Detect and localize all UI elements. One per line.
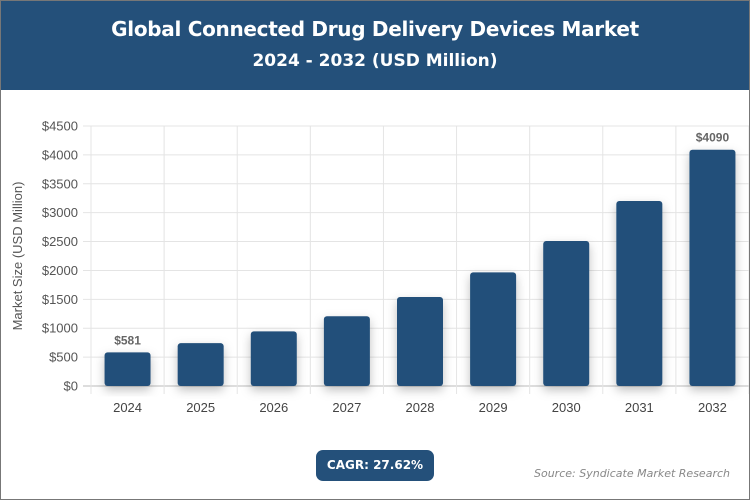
x-tick-label: 2029: [479, 400, 508, 415]
chart-subtitle: 2024 - 2032 (USD Million): [252, 51, 498, 71]
y-tick-label: $3000: [42, 205, 78, 220]
y-tick-label: $1500: [42, 292, 78, 307]
y-tick-label: $4000: [42, 147, 78, 162]
bar-2024: [104, 352, 151, 386]
x-tick-label: 2028: [406, 400, 435, 415]
bar-2028: [397, 296, 443, 386]
bar-2029: [470, 272, 517, 386]
bar-2030: [543, 240, 590, 386]
y-tick-label: $4500: [42, 119, 78, 134]
y-tick-label: $500: [49, 350, 78, 365]
y-tick-label: $0: [64, 379, 78, 394]
y-tick-label: $1000: [42, 321, 78, 336]
x-tick-label: 2026: [259, 400, 288, 415]
bar-2026: [250, 331, 297, 386]
chart-title: Global Connected Drug Delivery Devices M…: [111, 17, 639, 41]
source-note: Source: Syndicate Market Research: [534, 467, 730, 480]
bar-2032: [689, 149, 736, 386]
bar-2025: [177, 343, 224, 386]
y-tick-label: $2000: [42, 263, 78, 278]
x-tick-label: 2027: [332, 400, 361, 415]
x-tick-label: 2030: [552, 400, 581, 415]
chart-header: Global Connected Drug Delivery Devices M…: [0, 0, 750, 90]
data-label: $4090: [696, 131, 730, 145]
x-tick-label: 2024: [113, 400, 142, 415]
x-tick-label: 2031: [625, 400, 654, 415]
bar-2031: [616, 200, 663, 386]
data-label: $581: [114, 333, 141, 347]
bar-2027: [323, 316, 370, 386]
cagr-badge: CAGR: 27.62%: [316, 450, 434, 481]
y-axis-label: Market Size (USD Million): [10, 182, 25, 331]
y-tick-label: $3500: [42, 176, 78, 191]
x-tick-label: 2032: [698, 400, 727, 415]
y-tick-label: $2500: [42, 234, 78, 249]
x-tick-label: 2025: [186, 400, 215, 415]
